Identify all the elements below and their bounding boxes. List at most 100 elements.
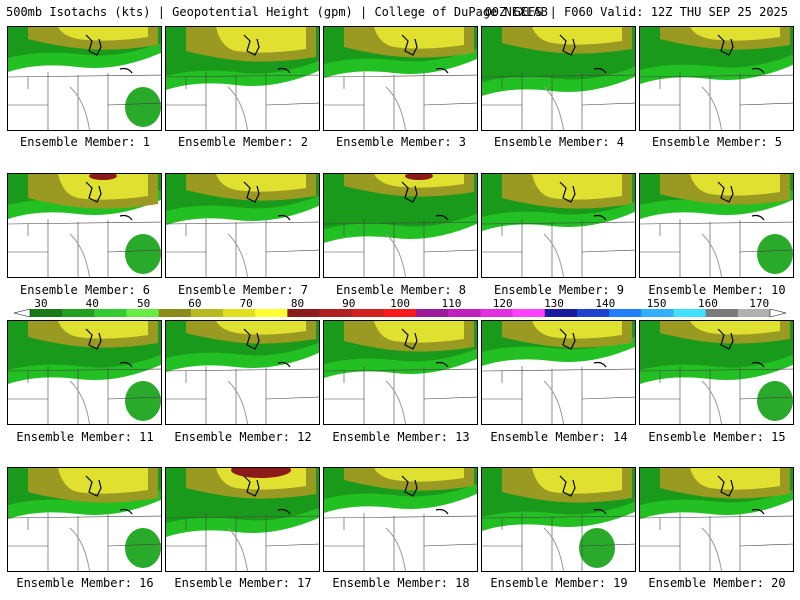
state-border: [423, 543, 477, 547]
isotach-map: [8, 27, 161, 130]
isotach-contour: [58, 321, 148, 339]
state-border: [107, 396, 161, 400]
state-border: [166, 74, 319, 78]
state-border: [8, 368, 161, 372]
jet-max-contour: [231, 468, 291, 478]
state-border: [640, 74, 793, 78]
state-border: [166, 221, 319, 225]
state-border: [265, 543, 319, 547]
colorbar-segment: [62, 309, 95, 317]
ensemble-panel: [639, 320, 794, 425]
isotach-contour: [532, 174, 622, 200]
isotach-contour: [579, 528, 615, 568]
panel-label: Ensemble Member: 13: [332, 430, 470, 444]
isotach-map: [324, 174, 477, 277]
colorbar-tick-label: 130: [544, 297, 564, 310]
colorbar-segment: [319, 309, 353, 317]
colorbar-segment: [641, 309, 674, 317]
colorbar-segment: [448, 309, 481, 317]
coastline: [401, 34, 449, 74]
isotach-contour: [125, 528, 161, 568]
state-border: [8, 221, 161, 225]
height-contour: [385, 233, 407, 277]
isotach-map: [640, 27, 793, 130]
panel-label: Ensemble Member: 14: [490, 430, 628, 444]
colorbar-segment: [480, 309, 514, 317]
isotach-contour: [690, 27, 780, 41]
isotach-contour: [532, 321, 622, 339]
coastline: [85, 181, 133, 221]
colorbar-segment: [223, 309, 256, 317]
panel-label: Ensemble Member: 2: [177, 135, 309, 149]
ensemble-panel: [639, 467, 794, 572]
coastline: [243, 475, 291, 515]
state-border: [107, 102, 161, 106]
isotach-contour: [125, 87, 161, 127]
height-contour: [385, 527, 407, 571]
isotach-map: [324, 321, 477, 424]
isotach-map: [166, 468, 319, 571]
colorbar-tick-label: 40: [85, 297, 99, 310]
ensemble-panel: [165, 26, 320, 131]
isotach-contour: [690, 321, 780, 335]
panel-label: Ensemble Member: 8: [335, 283, 467, 297]
panel-label: Ensemble Member: 16: [16, 576, 154, 590]
colorbar-segment: [30, 309, 63, 317]
state-border: [8, 74, 161, 78]
coastline: [243, 181, 291, 221]
panel-label: Ensemble Member: 10: [648, 283, 786, 297]
colorbar-tick-label: 70: [239, 297, 253, 310]
ensemble-panel: [7, 467, 162, 572]
panel-label: Ensemble Member: 11: [16, 430, 154, 444]
colorbar-tick-label: 170: [749, 297, 770, 310]
coastline: [559, 34, 607, 74]
state-border: [739, 249, 793, 253]
isotach-contour: [216, 321, 306, 335]
ensemble-panel: [165, 173, 320, 278]
colorbar-tick-label: 100: [390, 297, 411, 310]
colorbar-tick-label: 50: [136, 297, 151, 310]
colorbar-tick-label: 60: [188, 297, 202, 310]
colorbar-tick-label: 140: [595, 297, 616, 310]
panel-label: Ensemble Member: 20: [648, 576, 786, 590]
state-border: [265, 249, 319, 253]
isotach-map: [324, 468, 477, 571]
coastline: [717, 181, 765, 221]
isotach-contour: [532, 468, 622, 494]
state-border: [482, 221, 635, 225]
coastline: [401, 181, 449, 221]
state-border: [265, 102, 319, 106]
coastline: [559, 328, 607, 368]
chart-title: 500mb Isotachs (kts) | Geopotential Heig…: [6, 5, 548, 19]
coastline: [85, 328, 133, 368]
colorbar-segment: [544, 309, 578, 317]
ensemble-panel: [639, 26, 794, 131]
colorbar-tick-label: 30: [34, 297, 48, 310]
colorbar-segment: [190, 309, 224, 317]
state-border: [166, 368, 319, 372]
isotach-map: [8, 468, 161, 571]
panel-label: Ensemble Member: 19: [490, 576, 628, 590]
isotach-contour: [757, 234, 793, 274]
coastline: [401, 475, 449, 515]
isotach-contour: [374, 174, 464, 188]
ensemble-panel: [323, 173, 478, 278]
isotach-contour: [216, 174, 306, 192]
coastline: [243, 34, 291, 74]
coastline: [401, 328, 449, 368]
state-border: [8, 515, 161, 519]
coastline: [717, 475, 765, 515]
state-border: [640, 515, 793, 519]
height-contour: [701, 527, 723, 571]
height-contour: [227, 233, 249, 277]
colorbar-segment: [673, 309, 707, 317]
panel-label: Ensemble Member: 15: [648, 430, 786, 444]
colorbar-tick-label: 150: [646, 297, 667, 310]
colorbar-tick-label: 110: [441, 297, 462, 310]
isotach-contour: [58, 174, 148, 200]
colorbar-segment: [158, 309, 192, 317]
coastline: [717, 34, 765, 74]
isotach-map: [166, 27, 319, 130]
panel-label: Ensemble Member: 17: [174, 576, 312, 590]
state-border: [423, 396, 477, 400]
